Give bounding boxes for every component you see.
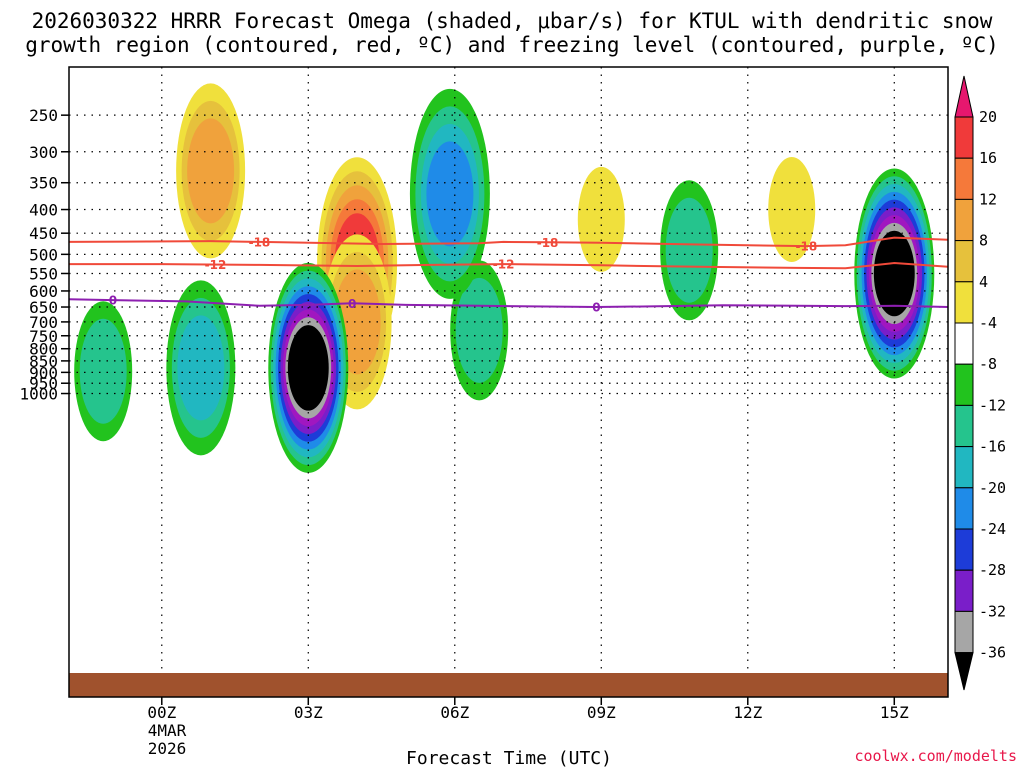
contour-layer: -18 -18 -18 -12 -12 0 0 0 <box>69 235 948 315</box>
y-tick-label-700: 700 <box>29 313 58 332</box>
freezing-level-contour-label-2: 0 <box>592 301 600 315</box>
freezing-level-contour-label-1: 0 <box>348 297 356 311</box>
freezing-level-contour-label-0: 0 <box>109 294 117 308</box>
freezing-level-contour-line <box>69 298 948 309</box>
y-tick-label-350: 350 <box>29 174 58 193</box>
y-tick-label-750: 750 <box>29 327 58 346</box>
x-tick-label-15Z: 15Z <box>880 703 909 722</box>
omega-cell-7-band-1 <box>665 197 713 303</box>
colorbar-label-1: 16 <box>979 149 997 167</box>
colorbar-arrow-top <box>954 75 974 118</box>
y-tick-label-950: 950 <box>29 374 58 393</box>
omega-cell-2-band-2 <box>187 118 235 224</box>
colorbar-swatch-12 <box>954 569 974 612</box>
colorbar-label-4: 4 <box>979 273 988 291</box>
source-credit: coolwx.com/modelts <box>854 747 1017 765</box>
colorbar-swatch-3 <box>954 198 974 242</box>
dgz-contour--18-label-1: -18 <box>537 236 559 250</box>
chart-title-line1: 2026030322 HRRR Forecast Omega (shaded, … <box>32 9 993 33</box>
y-tick-label-550: 550 <box>29 264 58 283</box>
date-label-month: 4MAR <box>148 721 187 740</box>
colorbar-label-8: -16 <box>979 438 1006 456</box>
y-tick-label-900: 900 <box>29 363 58 382</box>
colorbar-swatch-8 <box>954 404 974 448</box>
colorbar-label-10: -24 <box>979 520 1006 538</box>
colorbar-swatch-2 <box>954 157 974 200</box>
colorbar-swatch-7 <box>954 363 974 406</box>
colorbar-label-6: -8 <box>979 355 997 373</box>
dgz-contour--18-label-0: -18 <box>249 235 271 249</box>
colorbar-label-9: -20 <box>979 479 1006 497</box>
chart-title-line2: growth region (contoured, red, ºC) and f… <box>25 33 999 57</box>
plot-frame <box>68 66 949 698</box>
omega-cell-11-band-1 <box>79 318 127 424</box>
colorbar-swatch-9 <box>954 446 974 489</box>
omega-cell-6-band-3 <box>426 141 474 247</box>
colorbar-swatch-10 <box>954 487 974 530</box>
y-tick-label-450: 450 <box>29 224 58 243</box>
y-tick-label-800: 800 <box>29 340 58 359</box>
colorbar-swatch-5 <box>954 281 974 324</box>
dgz-contour--12-label-1: -12 <box>493 258 515 272</box>
x-axis: 00Z 03Z 06Z 09Z 12Z 15Z <box>147 697 909 722</box>
colorbar-label-3: 8 <box>979 232 988 250</box>
colorbar-label-11: -28 <box>979 561 1006 579</box>
x-tick-label-03Z: 03Z <box>294 703 323 722</box>
dgz-contour--18-label-2: -18 <box>796 240 818 254</box>
y-tick-label-600: 600 <box>29 282 58 301</box>
dgz-contour--12-label-0: -12 <box>205 258 227 272</box>
colorbar-swatch-4 <box>954 240 974 283</box>
colorbar-label-12: -32 <box>979 602 1006 620</box>
omega-cell-4-band-0 <box>577 166 625 272</box>
y-tick-label-250: 250 <box>29 106 58 125</box>
y-axis: 2503003504004505005506006507007508008509… <box>19 106 69 404</box>
colorbar-label-2: 12 <box>979 190 997 208</box>
y-tick-label-300: 300 <box>29 143 58 162</box>
dgz-contour--12-line <box>69 261 948 270</box>
date-label-year: 2026 <box>148 739 187 758</box>
y-tick-label-400: 400 <box>29 201 58 220</box>
omega-cell-3-band-0 <box>768 157 816 263</box>
colorbar-arrow-bottom <box>954 652 974 691</box>
colorbar: 20 16 12 8 4 -4 -8 -12 -16 -20 -24 -28 -32 -36 <box>954 75 1006 691</box>
x-tick-label-09Z: 09Z <box>587 703 616 722</box>
colorbar-label-5: -4 <box>979 314 997 332</box>
colorbar-swatch-13 <box>954 610 974 654</box>
colorbar-label-13: -36 <box>979 644 1006 662</box>
y-tick-label-500: 500 <box>29 245 58 264</box>
x-tick-label-12Z: 12Z <box>733 703 762 722</box>
y-tick-label-650: 650 <box>29 298 58 317</box>
colorbar-swatch-1 <box>954 116 974 159</box>
y-tick-label-850: 850 <box>29 352 58 371</box>
omega-cell-10-band-2 <box>177 315 225 421</box>
x-tick-label-06Z: 06Z <box>440 703 469 722</box>
colorbar-swatch-6 <box>954 322 974 365</box>
ground-fill <box>69 673 948 697</box>
omega-shading-layer <box>74 83 935 473</box>
dgz-contour--18-line <box>69 236 948 248</box>
colorbar-label-7: -12 <box>979 396 1006 414</box>
omega-cell-5-band-1 <box>455 277 503 383</box>
x-tick-label-00Z: 00Z <box>147 703 176 722</box>
gridlines <box>69 67 948 697</box>
x-axis-title: Forecast Time (UTC) <box>406 748 612 768</box>
colorbar-swatch-11 <box>954 528 974 571</box>
colorbar-label-0: 20 <box>979 108 997 126</box>
y-tick-label-1000: 1000 <box>19 385 58 404</box>
